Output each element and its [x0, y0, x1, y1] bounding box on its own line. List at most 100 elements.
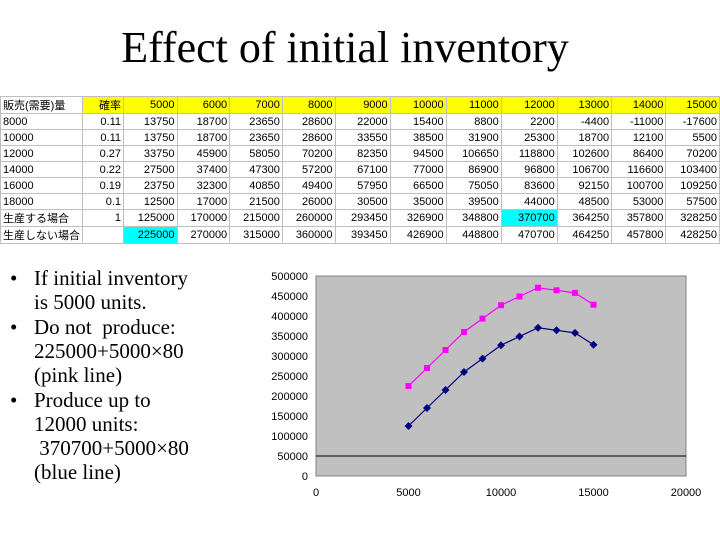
- table-header-cell: 15000: [665, 96, 720, 114]
- table-cell: 70200: [665, 145, 720, 162]
- table-cell: 125000: [123, 209, 178, 227]
- table-cell: 45900: [176, 145, 231, 162]
- table-cell: 116600: [611, 161, 667, 178]
- table-cell: 86900: [445, 161, 502, 178]
- x-tick-label: 5000: [396, 487, 420, 499]
- series-point: [571, 328, 579, 337]
- series-point: [404, 422, 413, 430]
- bullet-line: (pink line): [34, 363, 123, 387]
- table-cell: 94500: [389, 145, 447, 162]
- table-cell: 18700: [176, 113, 231, 130]
- table-cell: 215000: [229, 209, 283, 227]
- y-tick-label: 300000: [271, 351, 308, 363]
- table-cell: 30500: [334, 193, 391, 210]
- table-cell: 18000: [0, 193, 83, 210]
- y-tick-label: 0: [302, 471, 308, 483]
- table-cell: 364250: [556, 209, 613, 227]
- y-tick-label: 150000: [271, 411, 308, 423]
- table-cell: 18700: [556, 129, 613, 146]
- table-row: 生産しない場合 225000 270000 315000 360000 393450 426…: [0, 226, 720, 244]
- table-cell: 40850: [229, 177, 283, 194]
- table-cell: 39500: [445, 193, 502, 210]
- table-cell: 32300: [176, 177, 231, 194]
- y-tick-label: 250000: [271, 371, 308, 383]
- table-header-cell: 5000: [123, 96, 178, 114]
- bullet-list: • If initial inventory is 5000 units. • Do n…: [10, 266, 255, 485]
- table-cell: 23750: [123, 177, 178, 194]
- bullet-item: • Do not produce: 225000+5000×80 (pink line…: [10, 315, 255, 387]
- x-tick-label: 10000: [486, 487, 517, 499]
- bullet-item: • If initial inventory is 5000 units.: [10, 266, 255, 314]
- table-cell: 326900: [389, 209, 447, 227]
- table-cell: 8800: [445, 113, 502, 130]
- bullet-line: Produce up to: [34, 388, 151, 412]
- table-cell: 44000: [500, 193, 558, 210]
- series-point: [590, 301, 597, 308]
- y-tick-label: 200000: [271, 391, 308, 403]
- series-point: [442, 347, 449, 353]
- table-cell: 106700: [556, 161, 613, 178]
- series-point: [589, 340, 598, 349]
- table-cell: 0.27: [81, 145, 125, 162]
- table-cell: 28600: [281, 113, 336, 130]
- table-cell: 77000: [389, 161, 447, 178]
- table-cell: 33750: [123, 145, 178, 162]
- table-cell: 49400: [281, 177, 336, 194]
- table-cell: 18700: [176, 129, 231, 146]
- table-cell: 22000: [334, 113, 391, 130]
- series-point: [553, 287, 560, 294]
- table-cell: 35000: [389, 193, 447, 210]
- table-cell: 23650: [229, 113, 283, 130]
- series-point: [461, 329, 467, 335]
- table-cell: 96800: [500, 161, 558, 178]
- table-cell: 12000: [0, 145, 83, 162]
- table-row: 16000 0.19 23750 32300 40850 49400 57950 66500 7…: [0, 177, 720, 194]
- table-row: 14000 0.22 27500 37400 47300 57200 67100 77000 8…: [0, 161, 720, 178]
- y-tick-label: 350000: [271, 331, 308, 343]
- table-cell: 328250: [665, 209, 720, 227]
- table-cell: 16000: [0, 177, 83, 194]
- table-cell: 66500: [389, 177, 447, 194]
- table-cell: 57200: [281, 161, 336, 178]
- table-cell: 17000: [176, 193, 231, 210]
- table-cell: 37400: [176, 161, 231, 178]
- bullet-dot-icon: •: [10, 315, 18, 339]
- bullet-dot-icon: •: [10, 388, 18, 412]
- table-cell: 58050: [229, 145, 283, 162]
- y-tick-label: 100000: [271, 431, 308, 443]
- bullet-line: is 5000 units.: [34, 290, 147, 314]
- table-cell: 448800: [445, 226, 502, 244]
- bullet-line: If initial inventory: [34, 266, 188, 290]
- table-cell: 170000: [176, 209, 231, 227]
- table-header-cell: 13000: [556, 96, 613, 114]
- x-tick-label: 20000: [671, 487, 702, 499]
- series-point: [479, 315, 486, 322]
- table-cell: 100700: [611, 177, 667, 194]
- table-cell: 348800: [445, 209, 502, 227]
- table-cell: 457800: [611, 226, 667, 244]
- table-cell: 370700: [500, 209, 558, 227]
- table-cell: 25300: [500, 129, 558, 146]
- series-point: [535, 284, 541, 291]
- y-tick-label: 450000: [271, 291, 308, 303]
- table-cell: 470700: [500, 226, 558, 244]
- table-cell: 21500: [229, 193, 283, 210]
- table-cell: 360000: [281, 226, 336, 244]
- table-cell: 67100: [334, 161, 391, 178]
- table-cell: 15400: [389, 113, 447, 130]
- table-cell: 225000: [123, 226, 178, 244]
- table-cell: 57950: [334, 177, 391, 194]
- bullet-dot-icon: •: [10, 266, 18, 290]
- table-header-cell: 14000: [611, 96, 667, 114]
- series-point: [516, 293, 523, 300]
- table-cell: 生産する場合: [0, 209, 83, 227]
- table-cell: 118800: [500, 145, 558, 162]
- table-cell: 12100: [611, 129, 667, 146]
- table-cell: 48500: [556, 193, 613, 210]
- table-cell: 38500: [389, 129, 447, 146]
- bullet-line: 225000+5000×80: [34, 339, 184, 363]
- series-point: [424, 365, 430, 371]
- table-cell: 28600: [281, 129, 336, 146]
- table-header-cell: 確率: [81, 96, 125, 114]
- table-header-cell: 6000: [176, 96, 231, 114]
